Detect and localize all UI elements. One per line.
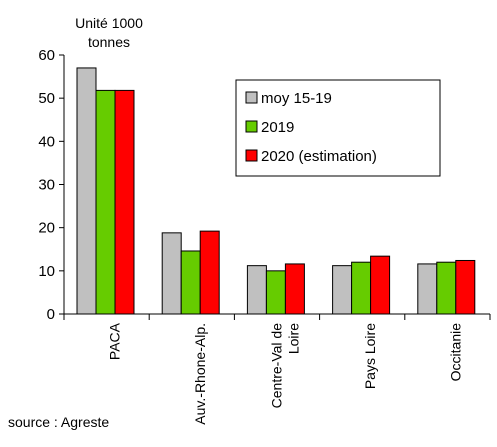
y-tick-label: 10 xyxy=(38,263,55,280)
y-tick-label: 40 xyxy=(38,133,55,150)
legend-box xyxy=(235,79,441,177)
y-tick-label: 50 xyxy=(38,90,55,107)
legend-label: 2019 xyxy=(261,119,294,136)
bar xyxy=(180,250,201,315)
bar xyxy=(95,89,116,315)
bar xyxy=(76,67,97,315)
bar xyxy=(246,265,267,315)
bar xyxy=(332,265,353,315)
x-category-label: PACA xyxy=(107,322,123,360)
legend-swatch xyxy=(245,120,258,133)
y-tick-label: 20 xyxy=(38,220,55,237)
bar xyxy=(199,230,220,315)
legend: moy 15-19 2019 2020 (estimation) xyxy=(235,79,441,177)
unit-label-line2: tonnes xyxy=(88,34,130,50)
y-axis: 0 10 20 30 40 50 60 xyxy=(38,47,65,323)
x-category-label: Auv.-Rhone-Alp. xyxy=(192,323,208,425)
bar xyxy=(455,259,476,315)
x-axis: PACA Auv.-Rhone-Alp. Centre-Val deLoire Pay… xyxy=(63,313,491,425)
bar xyxy=(114,89,135,315)
y-tick-label: 30 xyxy=(38,177,55,194)
bar xyxy=(351,261,372,315)
bar xyxy=(265,270,286,315)
x-category-label: Centre-Val deLoire xyxy=(269,323,302,409)
bar xyxy=(161,232,182,315)
bar xyxy=(417,263,438,315)
x-category-label: Pays Loire xyxy=(362,323,378,389)
source-note: source : Agreste xyxy=(8,414,109,430)
bar xyxy=(284,263,305,315)
bar xyxy=(370,255,391,315)
y-tick-label: 0 xyxy=(47,306,55,323)
y-tick-label: 60 xyxy=(38,47,55,64)
bar xyxy=(436,261,457,315)
unit-label-line1: Unité 1000 xyxy=(75,15,143,31)
x-category-label: Occitanie xyxy=(447,323,463,382)
legend-swatch xyxy=(245,149,258,162)
legend-label: moy 15-19 xyxy=(261,90,332,107)
legend-label: 2020 (estimation) xyxy=(261,148,377,165)
legend-swatch xyxy=(245,91,258,104)
